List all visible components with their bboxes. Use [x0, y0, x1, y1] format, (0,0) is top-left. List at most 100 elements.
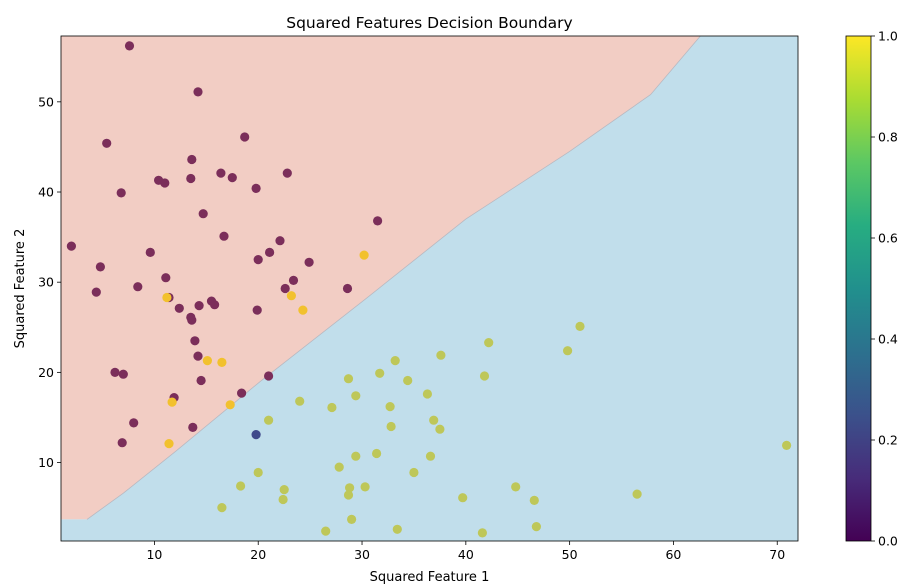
y-axis: 10 20 30 40 50: [38, 94, 61, 470]
data-point: [251, 430, 261, 440]
data-point: [164, 439, 174, 449]
data-point: [477, 528, 487, 538]
data-point: [264, 415, 274, 425]
data-point: [187, 315, 197, 325]
data-point: [190, 336, 200, 346]
data-point: [334, 462, 344, 472]
data-point: [116, 188, 126, 198]
data-point: [403, 375, 413, 386]
data-point: [95, 262, 105, 272]
x-tick-label: 10: [146, 547, 162, 562]
data-point: [321, 526, 331, 536]
y-axis-label: Squared Feature 2: [13, 229, 28, 349]
data-point: [216, 168, 226, 178]
data-point: [529, 495, 539, 505]
data-point: [118, 369, 128, 379]
data-point: [219, 231, 229, 241]
data-point: [479, 371, 490, 381]
decision-region-class-0: [61, 36, 701, 520]
data-point: [227, 173, 237, 183]
data-point: [373, 216, 383, 226]
data-point: [198, 209, 208, 219]
data-point: [295, 396, 305, 406]
data-point: [304, 257, 314, 267]
data-point: [343, 374, 354, 384]
data-point: [386, 421, 396, 432]
data-point: [342, 283, 353, 294]
data-point: [145, 247, 155, 257]
data-point: [359, 250, 369, 260]
data-point: [133, 282, 143, 292]
colorbar-tick-label: 1.0: [878, 29, 898, 44]
data-point: [372, 448, 382, 459]
data-point: [265, 247, 275, 257]
data-point: [385, 402, 395, 412]
x-tick-label: 20: [250, 547, 266, 562]
data-point: [186, 173, 196, 184]
data-point: [110, 367, 120, 377]
x-axis: 10 20 30 40 50 60 70: [146, 541, 785, 562]
y-tick-label: 10: [38, 455, 54, 470]
data-point: [161, 273, 171, 283]
data-point: [217, 503, 227, 513]
data-point: [252, 305, 262, 315]
y-tick-label: 30: [38, 275, 54, 290]
colorbar-ticks: 0.0 0.2 0.4 0.6 0.8 1.0: [871, 29, 898, 549]
data-point: [129, 418, 139, 428]
data-point: [187, 154, 197, 165]
data-point: [458, 493, 468, 503]
colorbar-tick-label: 0.6: [878, 231, 898, 246]
data-point: [298, 305, 308, 315]
data-point: [193, 351, 203, 361]
x-tick-label: 50: [562, 547, 578, 562]
plot-frame: [60, 35, 799, 542]
chart-title: Squared Features Decision Boundary: [286, 14, 572, 32]
data-point: [124, 41, 135, 51]
data-point: [422, 389, 432, 399]
data-point: [531, 522, 542, 532]
data-point: [102, 138, 112, 148]
data-point: [282, 168, 292, 178]
data-point: [251, 183, 261, 193]
data-point: [390, 356, 400, 366]
data-point: [425, 451, 436, 461]
data-point: [392, 524, 402, 534]
data-point: [66, 241, 76, 251]
x-axis-label: Squared Feature 1: [370, 570, 490, 585]
x-tick-label: 70: [769, 547, 785, 562]
data-point: [360, 482, 370, 492]
data-point: [375, 368, 385, 378]
data-point: [286, 291, 296, 301]
x-tick-label: 40: [458, 547, 474, 562]
data-point: [91, 287, 101, 297]
data-point: [511, 482, 521, 492]
data-point: [117, 438, 127, 448]
data-point: [280, 283, 290, 294]
data-point: [174, 303, 184, 313]
data-point: [196, 375, 206, 386]
colorbar-tick-label: 0.4: [878, 332, 898, 347]
scatter-points: [66, 41, 792, 538]
decision-region-class-1: [61, 36, 798, 541]
data-point: [782, 440, 792, 450]
data-point: [167, 397, 177, 407]
colorbar: 0.0 0.2 0.4 0.6 0.8 1.0: [845, 29, 898, 549]
data-point: [202, 356, 212, 366]
data-point: [264, 371, 274, 381]
y-tick-label: 40: [38, 185, 54, 200]
data-point: [409, 467, 419, 478]
data-point: [253, 467, 263, 478]
data-point: [435, 424, 445, 434]
data-point: [436, 350, 446, 360]
data-point: [236, 481, 246, 491]
data-point: [575, 321, 585, 331]
data-point: [563, 346, 573, 356]
data-point: [275, 236, 285, 246]
colorbar-tick-label: 0.8: [878, 130, 898, 145]
data-point: [632, 489, 642, 499]
data-point: [288, 275, 299, 285]
data-point: [237, 388, 247, 398]
data-point: [210, 300, 220, 310]
data-point: [343, 490, 354, 500]
plot-area: [61, 36, 798, 541]
